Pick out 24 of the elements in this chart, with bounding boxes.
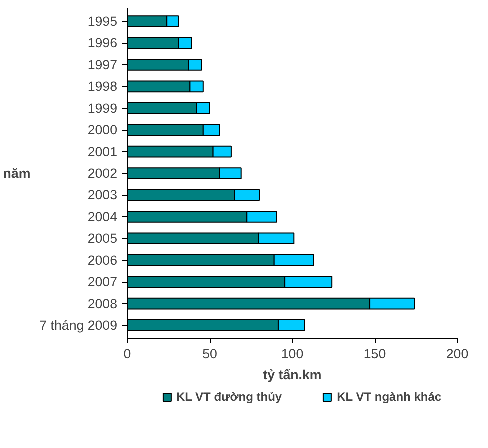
y-tick-label: 2002 (88, 166, 118, 181)
y-tick-label: 2006 (88, 252, 118, 268)
y-axis-title: năm (3, 166, 31, 181)
y-tick-label: 1995 (88, 14, 118, 30)
y-tick-label: 2005 (88, 231, 118, 246)
y-tick-label: 2007 (88, 274, 118, 290)
legend-label: KL VT đường thủy (176, 390, 282, 404)
y-tick-label: 2003 (88, 188, 118, 203)
y-tick-label: 2004 (88, 209, 118, 224)
y-tick-label: 1997 (88, 57, 118, 72)
y-tick-label: 7 tháng 2009 (40, 318, 118, 333)
x-tick-label: 0 (124, 346, 132, 362)
y-tick-label: 2001 (88, 144, 118, 160)
y-tick-label: 2000 (88, 122, 118, 138)
y-tick-label: 1999 (88, 100, 118, 116)
x-tick-label: 50 (202, 346, 218, 362)
y-tick-label: 1996 (88, 36, 118, 51)
x-tick-label: 150 (364, 346, 386, 362)
x-axis-title: tỷ tấn.km (263, 368, 322, 382)
x-tick-label: 200 (446, 346, 469, 362)
legend-label: KL VT ngành khác (337, 390, 442, 404)
x-tick-label: 100 (281, 346, 304, 362)
y-tick-label: 2008 (88, 296, 118, 312)
y-tick-label: 1998 (88, 79, 118, 94)
